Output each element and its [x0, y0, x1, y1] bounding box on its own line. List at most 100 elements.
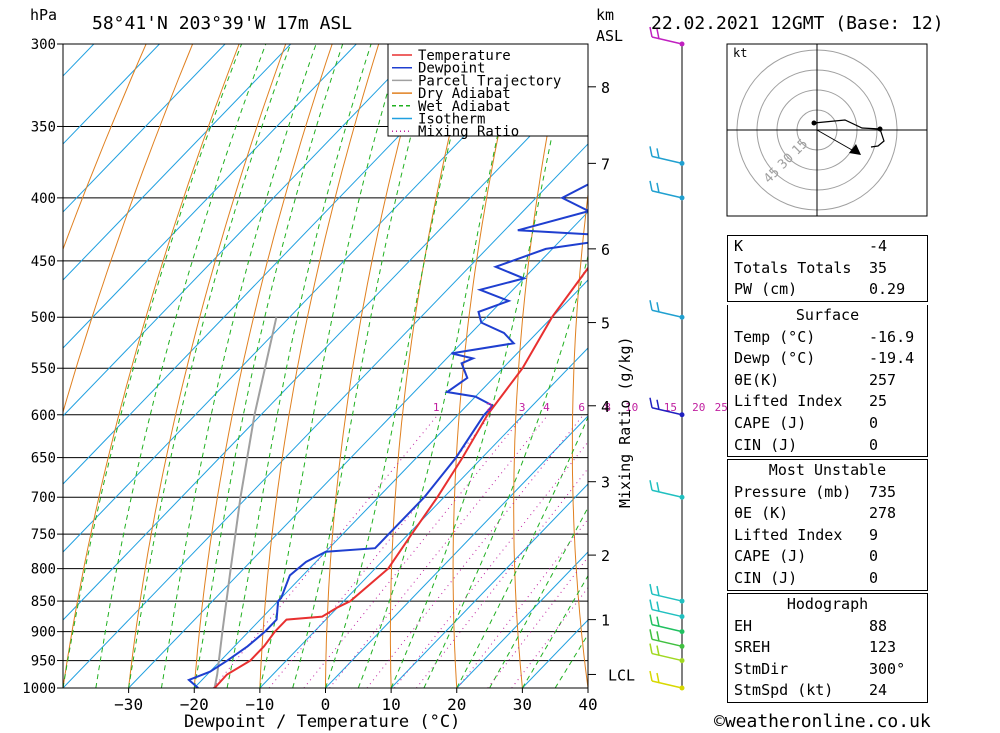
wind-barb	[651, 36, 683, 45]
row-value: 88	[869, 616, 888, 635]
table-row: CAPE (J) 0	[728, 546, 927, 568]
wet-adiabat-line	[456, 416, 588, 688]
wind-barb-feather	[656, 302, 660, 313]
wind-barb-dot	[679, 412, 685, 418]
wet-adiabat-line	[128, 44, 291, 688]
temperature-tick-label: 30	[513, 695, 532, 714]
most-unstable-table: Most Unstable Pressure (mb) 735 θE (K) 278 L…	[727, 459, 928, 591]
wet-adiabat-line	[95, 44, 267, 688]
p-unit-label: hPa	[30, 6, 57, 24]
table-row: CIN (J) 0	[728, 568, 927, 590]
mixing-ratio-value: 10	[625, 401, 638, 414]
pressure-tick-label: 900	[31, 625, 56, 641]
parcel-trajectory-line	[213, 316, 278, 688]
wind-barb-feather	[656, 148, 660, 159]
pressure-tick-label: 800	[31, 562, 56, 578]
date-title: 22.02.2021 12GMT (Base: 12)	[651, 13, 944, 34]
row-label: θE (K)	[734, 504, 789, 523]
wind-barb-dot	[679, 614, 685, 620]
surface-title: Surface	[795, 306, 860, 324]
wind-barb-dot	[679, 195, 685, 201]
pressure-tick-label: 400	[31, 191, 56, 207]
mixing-ratio-value: 8	[604, 401, 611, 414]
isotherm-line	[63, 75, 588, 621]
wind-barb	[651, 652, 683, 662]
mixing-ratio-line	[329, 414, 549, 688]
pressure-tick-label: 300	[31, 37, 56, 53]
table-row: Dewp (°C) -19.4	[728, 348, 927, 370]
isotherm-line	[63, 44, 357, 349]
isotherm-line	[63, 44, 292, 281]
mixing-ratio-value: 20	[692, 401, 705, 414]
row-label: CAPE (J)	[734, 413, 807, 432]
mixing-ratio-line	[394, 441, 588, 688]
temperature-tick-label: 40	[578, 695, 597, 714]
wind-barb-feather	[649, 480, 653, 491]
pressure-tick-label: 950	[31, 654, 56, 670]
legend-entry: Dry Adiabat	[418, 86, 511, 102]
km-label: km	[596, 6, 614, 24]
table-row: CAPE (J) 0	[728, 413, 927, 435]
mixing-ratio-line	[457, 518, 588, 688]
pressure-tick-label: 500	[31, 310, 56, 326]
isotherm-line	[456, 551, 588, 688]
table-row: K -4	[728, 236, 927, 258]
wind-barb-dot	[679, 629, 685, 635]
wind-barb-feather	[656, 672, 660, 684]
wet-adiabat-line	[63, 44, 243, 688]
wind-barb	[651, 593, 683, 602]
wind-barb-feather	[649, 614, 653, 625]
wind-barb	[651, 680, 683, 689]
dry-adiabat-line	[193, 44, 333, 688]
table-row: SREH 123	[728, 637, 927, 659]
row-label: StmSpd (kt)	[734, 681, 834, 700]
dry-adiabat-line	[325, 44, 426, 688]
wind-barb-feather	[649, 397, 653, 408]
lcl-label: LCL	[608, 666, 635, 684]
pressure-tick-label: 550	[31, 361, 56, 377]
row-value: 9	[869, 525, 879, 544]
wind-barb-feather	[649, 643, 653, 654]
wind-barb-dot	[679, 643, 685, 649]
legend-entry: Mixing Ratio	[418, 124, 519, 140]
row-value: 257	[869, 370, 897, 389]
dry-adiabat-line	[259, 44, 380, 688]
table-row: θE (K) 278	[728, 503, 927, 525]
wet-adiabat-line	[259, 44, 403, 688]
mixing-ratio-line	[487, 556, 588, 688]
km-tick-label: 8	[601, 79, 610, 97]
wind-barb	[651, 309, 683, 318]
isotherm-line	[193, 279, 588, 688]
x-axis-label: Dewpoint / Temperature (°C)	[184, 712, 460, 732]
wind-barb-feather	[656, 182, 660, 194]
wind-barb	[651, 638, 683, 648]
temperature-tick-label: −30	[114, 695, 143, 714]
table-row: θE(K) 257	[728, 370, 927, 392]
row-value: 278	[869, 504, 897, 523]
pressure-tick-label: 350	[31, 119, 56, 135]
wet-adiabat-line	[521, 574, 588, 688]
table-row: Lifted Index 9	[728, 525, 927, 547]
table-row: Temp (°C) -16.9	[728, 327, 927, 349]
table-row: Pressure (mb) 735	[728, 482, 927, 504]
hodograph-point	[811, 120, 817, 126]
mixing-ratio-value: 2	[486, 401, 493, 414]
hodograph-table: Hodograph EH 88 SREH 123 StmDir 300° StmSpd (k…	[727, 593, 928, 703]
row-label: Pressure (mb)	[734, 482, 852, 501]
dry-adiabat-line	[63, 44, 194, 414]
isotherm-line	[0, 44, 28, 688]
wind-barb-feather	[656, 28, 660, 40]
hodograph-unit: kt	[733, 46, 747, 60]
wind-barb-dot	[679, 494, 685, 500]
temperature-tick-label: 10	[381, 695, 400, 714]
row-value: -19.4	[869, 349, 915, 368]
wind-barb-feather	[656, 601, 660, 612]
storm-motion-line	[816, 129, 853, 151]
temperature-tick-label: 20	[447, 695, 466, 714]
row-value: 24	[869, 681, 888, 700]
legend-entry: Isotherm	[418, 112, 485, 128]
row-label: Lifted Index	[734, 392, 843, 411]
indices-table: K -4 Totals Totals 35 PW (cm) 0.29	[727, 235, 928, 302]
